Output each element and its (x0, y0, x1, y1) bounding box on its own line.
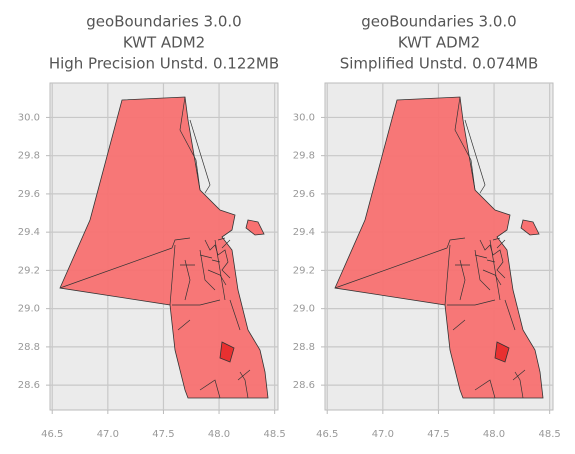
y-tick-label: 29.0 (293, 304, 315, 315)
x-tick-label: 46.5 (316, 429, 338, 440)
x-tick-label: 47.5 (152, 429, 174, 440)
x-tick-label: 47.5 (427, 429, 449, 440)
y-tick-label: 29.6 (18, 189, 40, 200)
x-tick-label: 47.0 (372, 429, 394, 440)
panel: geoBoundaries 3.0.0 KWT ADM2 High Precisio… (18, 13, 286, 441)
y-tick-label: 29.4 (18, 227, 40, 238)
y-tick-label: 28.6 (18, 380, 40, 391)
panel: geoBoundaries 3.0.0 KWT ADM2 Simplified Un… (293, 13, 561, 441)
x-tick-label: 48.5 (264, 429, 286, 440)
x-tick-label: 46.5 (41, 429, 63, 440)
y-tick-label: 29.8 (293, 151, 315, 162)
y-tick-label: 29.4 (293, 227, 315, 238)
y-tick-label: 30.0 (18, 112, 40, 123)
y-tick-label: 30.0 (293, 112, 315, 123)
x-tick-label: 48.0 (483, 429, 505, 440)
y-tick-label: 29.2 (18, 265, 40, 276)
chart-title: geoBoundaries 3.0.0 (361, 13, 516, 31)
y-tick-label: 28.8 (293, 342, 315, 353)
x-tick-label: 48.5 (539, 429, 561, 440)
y-tick-label: 29.0 (18, 304, 40, 315)
y-tick-label: 28.8 (18, 342, 40, 353)
y-tick-label: 29.2 (293, 265, 315, 276)
x-tick-label: 48.0 (208, 429, 230, 440)
chart-title: KWT ADM2 (123, 34, 205, 52)
y-tick-label: 29.6 (293, 189, 315, 200)
chart-title: Simplified Unstd. 0.074MB (340, 55, 539, 73)
y-tick-label: 29.8 (18, 151, 40, 162)
chart-title: High Precision Unstd. 0.122MB (49, 55, 279, 73)
chart-title: geoBoundaries 3.0.0 (86, 13, 241, 31)
x-tick-label: 47.0 (97, 429, 119, 440)
y-tick-label: 28.6 (293, 380, 315, 391)
chart-title: KWT ADM2 (398, 34, 480, 52)
